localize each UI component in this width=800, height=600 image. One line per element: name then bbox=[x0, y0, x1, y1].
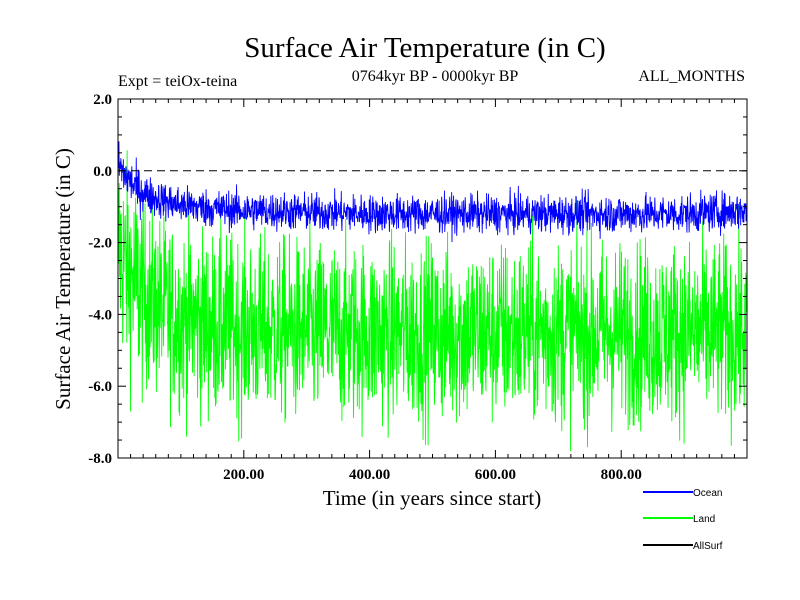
months-label: ALL_MONTHS bbox=[638, 68, 745, 85]
x-tick-labels: 200.00 400.00 600.00 800.00 bbox=[223, 467, 642, 483]
series-ocean bbox=[117, 141, 748, 243]
y-tick-label: -6.0 bbox=[88, 379, 112, 395]
y-tick-label: -4.0 bbox=[88, 307, 112, 323]
experiment-label: Expt = teiOx-teina bbox=[118, 73, 237, 90]
y-tick-labels: -8.0 -6.0 -4.0 -2.0 0.0 2.0 bbox=[88, 92, 112, 467]
series-ocean-line bbox=[117, 141, 748, 243]
y-axis-label: Surface Air Temperature (in C) bbox=[51, 148, 75, 410]
series-land bbox=[117, 150, 748, 452]
y-tick-label: 2.0 bbox=[93, 92, 112, 108]
legend-label-ocean: Ocean bbox=[693, 488, 722, 499]
x-tick-label: 800.00 bbox=[601, 467, 642, 483]
chart-subtitle: 0764kyr BP - 0000kyr BP bbox=[352, 68, 519, 85]
legend-label-allsurf: AllSurf bbox=[693, 541, 723, 552]
plot-area bbox=[117, 141, 748, 452]
legend: Ocean Land AllSurf bbox=[643, 488, 723, 552]
series-land-line bbox=[117, 150, 748, 452]
chart-title: Surface Air Temperature (in C) bbox=[244, 32, 605, 64]
legend-label-land: Land bbox=[693, 514, 715, 525]
x-tick-label: 200.00 bbox=[223, 467, 264, 483]
y-tick-label: -2.0 bbox=[88, 236, 112, 252]
y-tick-label: -8.0 bbox=[88, 451, 112, 467]
x-tick-label: 600.00 bbox=[475, 467, 516, 483]
axis-ticks bbox=[118, 98, 747, 459]
x-tick-label: 400.00 bbox=[349, 467, 390, 483]
y-tick-label: 0.0 bbox=[93, 164, 112, 180]
x-axis-label: Time (in years since start) bbox=[323, 486, 542, 510]
